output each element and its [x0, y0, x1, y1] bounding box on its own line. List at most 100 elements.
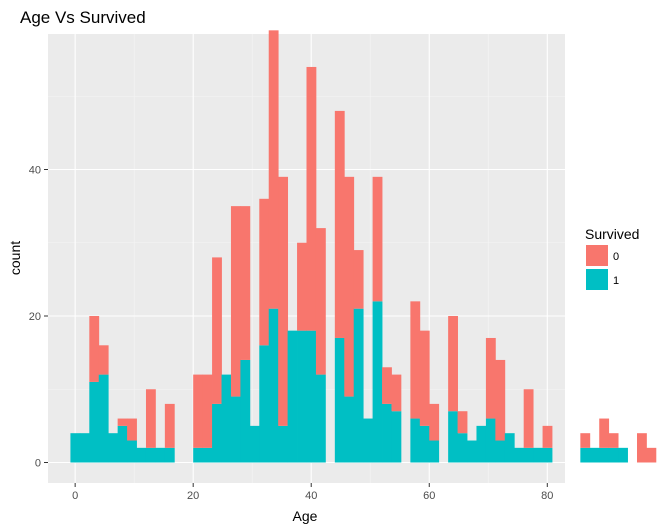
legend-label-0: 0: [613, 251, 619, 263]
bar-survived-1: [230, 396, 241, 463]
bar-survived-0: [448, 315, 458, 412]
bar-survived-1: [504, 433, 515, 463]
y-axis-title: count: [7, 241, 23, 275]
bar-survived-0: [542, 425, 553, 448]
bar-survived-1: [315, 374, 326, 463]
legend-key-1: [586, 269, 608, 290]
bar-survived-0: [89, 315, 100, 382]
bar-survived-0: [353, 250, 364, 309]
bar-survived-0: [259, 198, 270, 346]
bar-survived-1: [533, 447, 543, 463]
bar-survived-1: [485, 418, 496, 463]
bar-survived-1: [240, 359, 251, 463]
bar-survived-0: [268, 30, 279, 309]
bar-survived-1: [89, 381, 100, 463]
bar-survived-1: [212, 403, 222, 463]
bar-survived-0: [391, 374, 402, 412]
bar-survived-1: [542, 447, 553, 463]
bar-survived-1: [457, 433, 468, 463]
bar-survived-1: [164, 447, 175, 463]
bar-survived-1: [98, 374, 109, 463]
x-tick-label: 40: [305, 490, 317, 502]
bar-survived-0: [646, 447, 657, 463]
bar-survived-0: [485, 337, 496, 419]
bar-survived-1: [382, 403, 392, 463]
legend-title: Survived: [585, 226, 639, 242]
bar-survived-0: [98, 345, 109, 375]
legend: Survived 0 1: [585, 226, 639, 290]
bar-survived-1: [268, 308, 279, 463]
bar-survived-1: [145, 447, 156, 463]
chart-title: Age Vs Survived: [20, 8, 146, 27]
bar-survived-0: [372, 176, 383, 302]
bar-survived-0: [344, 176, 355, 397]
bar-survived-0: [240, 206, 251, 360]
bar-survived-1: [221, 374, 232, 463]
bar-survived-1: [278, 425, 289, 463]
bar-survived-1: [495, 440, 506, 463]
bar-survived-0: [580, 433, 591, 448]
bar-survived-0: [429, 403, 440, 441]
bar-survived-1: [193, 447, 204, 463]
bar-survived-1: [287, 330, 298, 463]
bar-survived-1: [306, 330, 317, 463]
bar-survived-1: [155, 447, 166, 463]
bar-survived-1: [249, 425, 260, 463]
bar-survived-0: [382, 367, 392, 404]
x-axis-title: Age: [293, 508, 318, 524]
bar-survived-1: [476, 425, 487, 463]
bar-survived-1: [117, 425, 128, 463]
bar-survived-1: [608, 447, 619, 463]
bar-survived-0: [608, 433, 619, 448]
bar-survived-1: [353, 308, 364, 463]
bar-survived-1: [419, 425, 430, 463]
bar-survived-0: [212, 257, 222, 404]
bar-survived-0: [306, 66, 317, 331]
bar-survived-1: [127, 440, 137, 463]
y-tick-label: 20: [29, 311, 41, 323]
bar-survived-1: [410, 418, 421, 463]
bar-survived-0: [523, 389, 534, 448]
bar-survived-1: [259, 345, 270, 463]
bar-survived-0: [457, 411, 468, 434]
bar-survived-1: [79, 433, 90, 463]
bar-survived-0: [419, 330, 430, 426]
x-axis: 0 20 40 60 80: [72, 483, 553, 502]
bar-survived-1: [297, 330, 307, 463]
bar-survived-1: [136, 447, 147, 463]
y-tick-label: 0: [35, 457, 41, 469]
bar-survived-0: [495, 359, 506, 441]
legend-key-0: [586, 245, 608, 266]
histogram-bars: [70, 30, 657, 463]
x-tick-label: 80: [541, 490, 553, 502]
bar-survived-1: [372, 301, 383, 463]
bar-survived-0: [145, 389, 156, 448]
bar-survived-0: [278, 176, 289, 426]
bar-survived-0: [164, 403, 175, 448]
bar-survived-1: [448, 411, 458, 463]
bar-survived-1: [344, 396, 355, 463]
bar-survived-0: [193, 374, 204, 448]
bar-survived-1: [202, 447, 213, 463]
bar-survived-0: [599, 418, 610, 448]
bar-survived-0: [202, 374, 213, 448]
bar-survived-1: [599, 447, 610, 463]
legend-label-1: 1: [613, 275, 619, 287]
bar-survived-1: [363, 418, 374, 463]
bar-survived-1: [589, 447, 600, 463]
x-tick-label: 0: [72, 490, 78, 502]
bar-survived-0: [637, 433, 647, 463]
bar-survived-1: [429, 440, 440, 463]
x-tick-label: 60: [423, 490, 435, 502]
bar-survived-1: [514, 447, 525, 463]
bar-survived-1: [523, 447, 534, 463]
bar-survived-1: [70, 433, 81, 463]
bar-survived-0: [297, 242, 307, 331]
bar-survived-1: [618, 447, 628, 463]
bar-survived-0: [334, 110, 345, 338]
bar-survived-1: [108, 433, 119, 463]
bar-survived-1: [580, 447, 591, 463]
bar-survived-0: [230, 206, 241, 397]
y-axis: 0 20 40: [29, 165, 48, 469]
